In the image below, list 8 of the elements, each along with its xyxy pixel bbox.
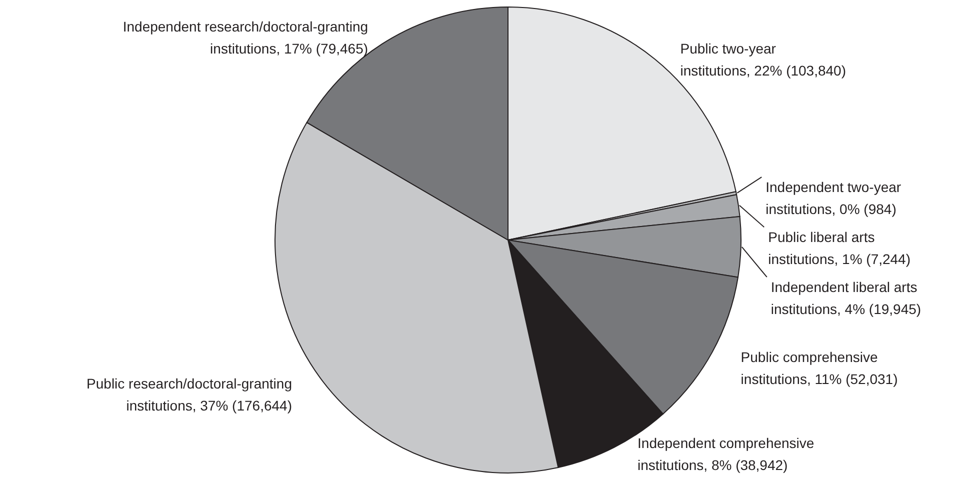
slice-label: Independent two-year institutions, 0% (984): [766, 179, 902, 218]
slice-label: Independent liberal arts institutions, 4% (19,945): [770, 279, 922, 318]
slice-label: Public two-year institutions, 22% (103,840): [680, 40, 846, 79]
slice-label: Public research/doctoral-granting institutions, 37% (176,644): [86, 375, 292, 414]
slice-label: Independent research/doctoral-granting institutions, 17% (79,465): [122, 18, 368, 57]
slice-label: Public comprehensive institutions, 11% (52,031): [740, 348, 898, 387]
slice-label: Independent comprehensive institutions, 8% (38,942): [638, 435, 814, 473]
slice-label: Public liberal arts institutions, 1% (7,244): [768, 229, 911, 268]
